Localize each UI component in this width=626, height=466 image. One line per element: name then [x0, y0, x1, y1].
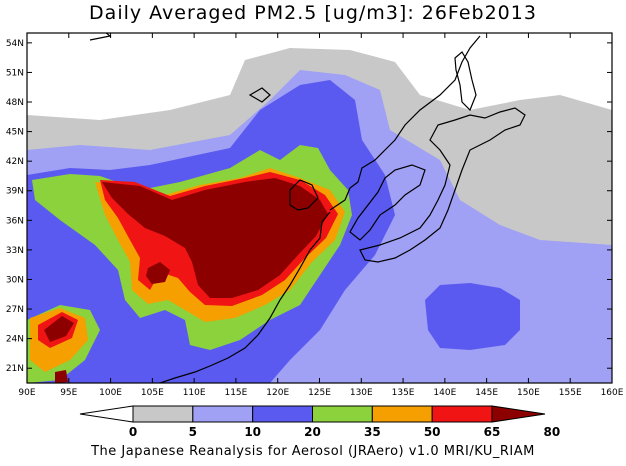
colorbar-swatch — [431, 405, 493, 423]
colorbar-label: 20 — [304, 425, 321, 439]
lat-tick-label: 48N — [6, 98, 24, 108]
colorbar-label: 50 — [424, 425, 441, 439]
colorbar-swatch — [371, 405, 433, 423]
colorbar-swatch — [252, 405, 314, 423]
lon-tick-label: 155E — [559, 388, 582, 398]
lon-tick-label: 95E — [60, 388, 77, 398]
colorbar-swatch — [312, 405, 373, 423]
lat-tick-label: 42N — [6, 157, 24, 167]
lon-tick-label: 100E — [99, 388, 122, 398]
lon-tick-label: 125E — [308, 388, 331, 398]
pm25-band-80-plus — [102, 178, 328, 298]
lon-tick-label: 150E — [517, 388, 540, 398]
colorbar-label: 35 — [364, 425, 381, 439]
colorbar-label: 65 — [484, 425, 501, 439]
colorbar-label: 80 — [543, 425, 560, 439]
axis-ticks — [26, 33, 613, 383]
lon-tick-label: 130E — [350, 388, 373, 398]
lat-tick-label: 21N — [6, 364, 24, 374]
lat-tick-label: 30N — [6, 275, 24, 285]
lon-tick-label: 120E — [266, 388, 289, 398]
colorbar-label: 0 — [129, 425, 137, 439]
colorbar-swatch — [132, 405, 194, 423]
colorbar-high-triangle — [491, 405, 546, 423]
pm25-band-20-35-east — [425, 283, 520, 350]
lon-tick-label: 160E — [601, 388, 624, 398]
lat-tick-label: 27N — [6, 305, 24, 315]
lon-tick-label: 110E — [183, 388, 206, 398]
footer-credit: The Japanese Reanalysis for Aerosol (JRA… — [91, 444, 535, 459]
colorbar-label: 10 — [244, 425, 261, 439]
lon-tick-label: 115E — [224, 388, 247, 398]
lat-tick-label: 33N — [6, 246, 24, 256]
colorbar-label: 5 — [189, 425, 197, 439]
lon-tick-label: 105E — [141, 388, 164, 398]
map-title: Daily Averaged PM2.5 [ug/m3]: 26Feb2013 — [89, 2, 537, 24]
pm25-hotspot-southwest — [55, 370, 68, 383]
colorbar: 0 5 10 20 35 50 65 80 — [79, 405, 560, 439]
axis-labels: 90E 95E 100E 105E 110E 115E 120E 125E 130E 135E 14… — [6, 39, 624, 398]
pm25-hotspot-south — [44, 316, 74, 342]
lat-tick-label: 39N — [6, 187, 24, 197]
lat-tick-label: 24N — [6, 335, 24, 345]
colorbar-swatch — [192, 405, 254, 423]
pm25-hotspot-sichuan — [146, 262, 170, 284]
lat-tick-label: 36N — [6, 216, 24, 226]
colorbar-low-triangle — [79, 405, 134, 423]
lon-tick-label: 135E — [392, 388, 415, 398]
lat-tick-label: 45N — [6, 128, 24, 138]
lon-tick-label: 90E — [18, 388, 35, 398]
lat-tick-label: 51N — [6, 68, 24, 78]
lon-tick-label: 145E — [475, 388, 498, 398]
lon-tick-label: 140E — [433, 388, 456, 398]
lat-tick-label: 54N — [6, 39, 24, 49]
